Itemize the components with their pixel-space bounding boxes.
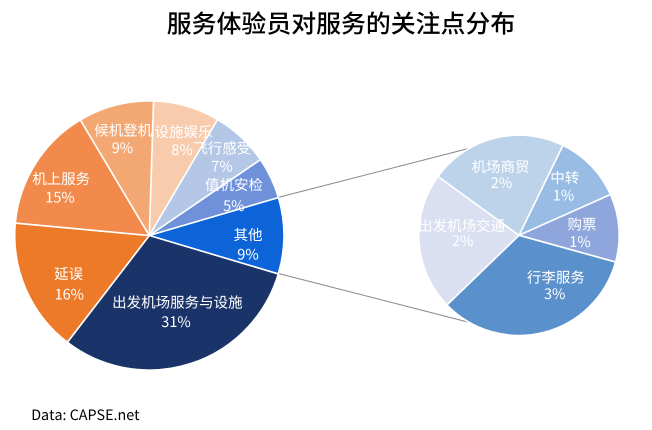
svg-text:31%: 31% [161, 311, 190, 332]
svg-text:候机登机: 候机登机 [94, 119, 152, 140]
svg-text:行李服务: 行李服务 [527, 267, 585, 288]
svg-text:5%: 5% [223, 195, 244, 216]
svg-text:飞行感受: 飞行感受 [193, 137, 251, 158]
svg-text:服务体验员对服务的关注点分布: 服务体验员对服务的关注点分布 [167, 5, 515, 41]
svg-text:2%: 2% [452, 230, 473, 251]
svg-text:购票: 购票 [568, 214, 597, 235]
svg-text:9%: 9% [112, 137, 133, 158]
svg-text:7%: 7% [211, 156, 232, 177]
svg-text:出发机场服务与设施: 出发机场服务与设施 [112, 291, 243, 312]
svg-text:16%: 16% [55, 284, 84, 305]
svg-text:延误: 延误 [54, 263, 83, 284]
svg-text:中转: 中转 [550, 167, 579, 188]
svg-text:1%: 1% [553, 185, 574, 206]
svg-text:出发机场交通: 出发机场交通 [418, 215, 505, 236]
svg-text:Data: CAPSE.net: Data: CAPSE.net [31, 404, 140, 425]
svg-text:8%: 8% [171, 139, 192, 160]
svg-text:9%: 9% [237, 244, 258, 265]
svg-text:1%: 1% [569, 231, 590, 252]
svg-text:其他: 其他 [234, 224, 263, 245]
svg-text:2%: 2% [491, 172, 512, 193]
svg-text:15%: 15% [45, 186, 74, 207]
svg-text:设施娱乐: 设施娱乐 [155, 121, 213, 142]
svg-text:3%: 3% [544, 283, 565, 304]
svg-text:机上服务: 机上服务 [32, 168, 90, 189]
svg-text:机场商贸: 机场商贸 [472, 156, 530, 177]
svg-text:值机安检: 值机安检 [205, 174, 263, 195]
